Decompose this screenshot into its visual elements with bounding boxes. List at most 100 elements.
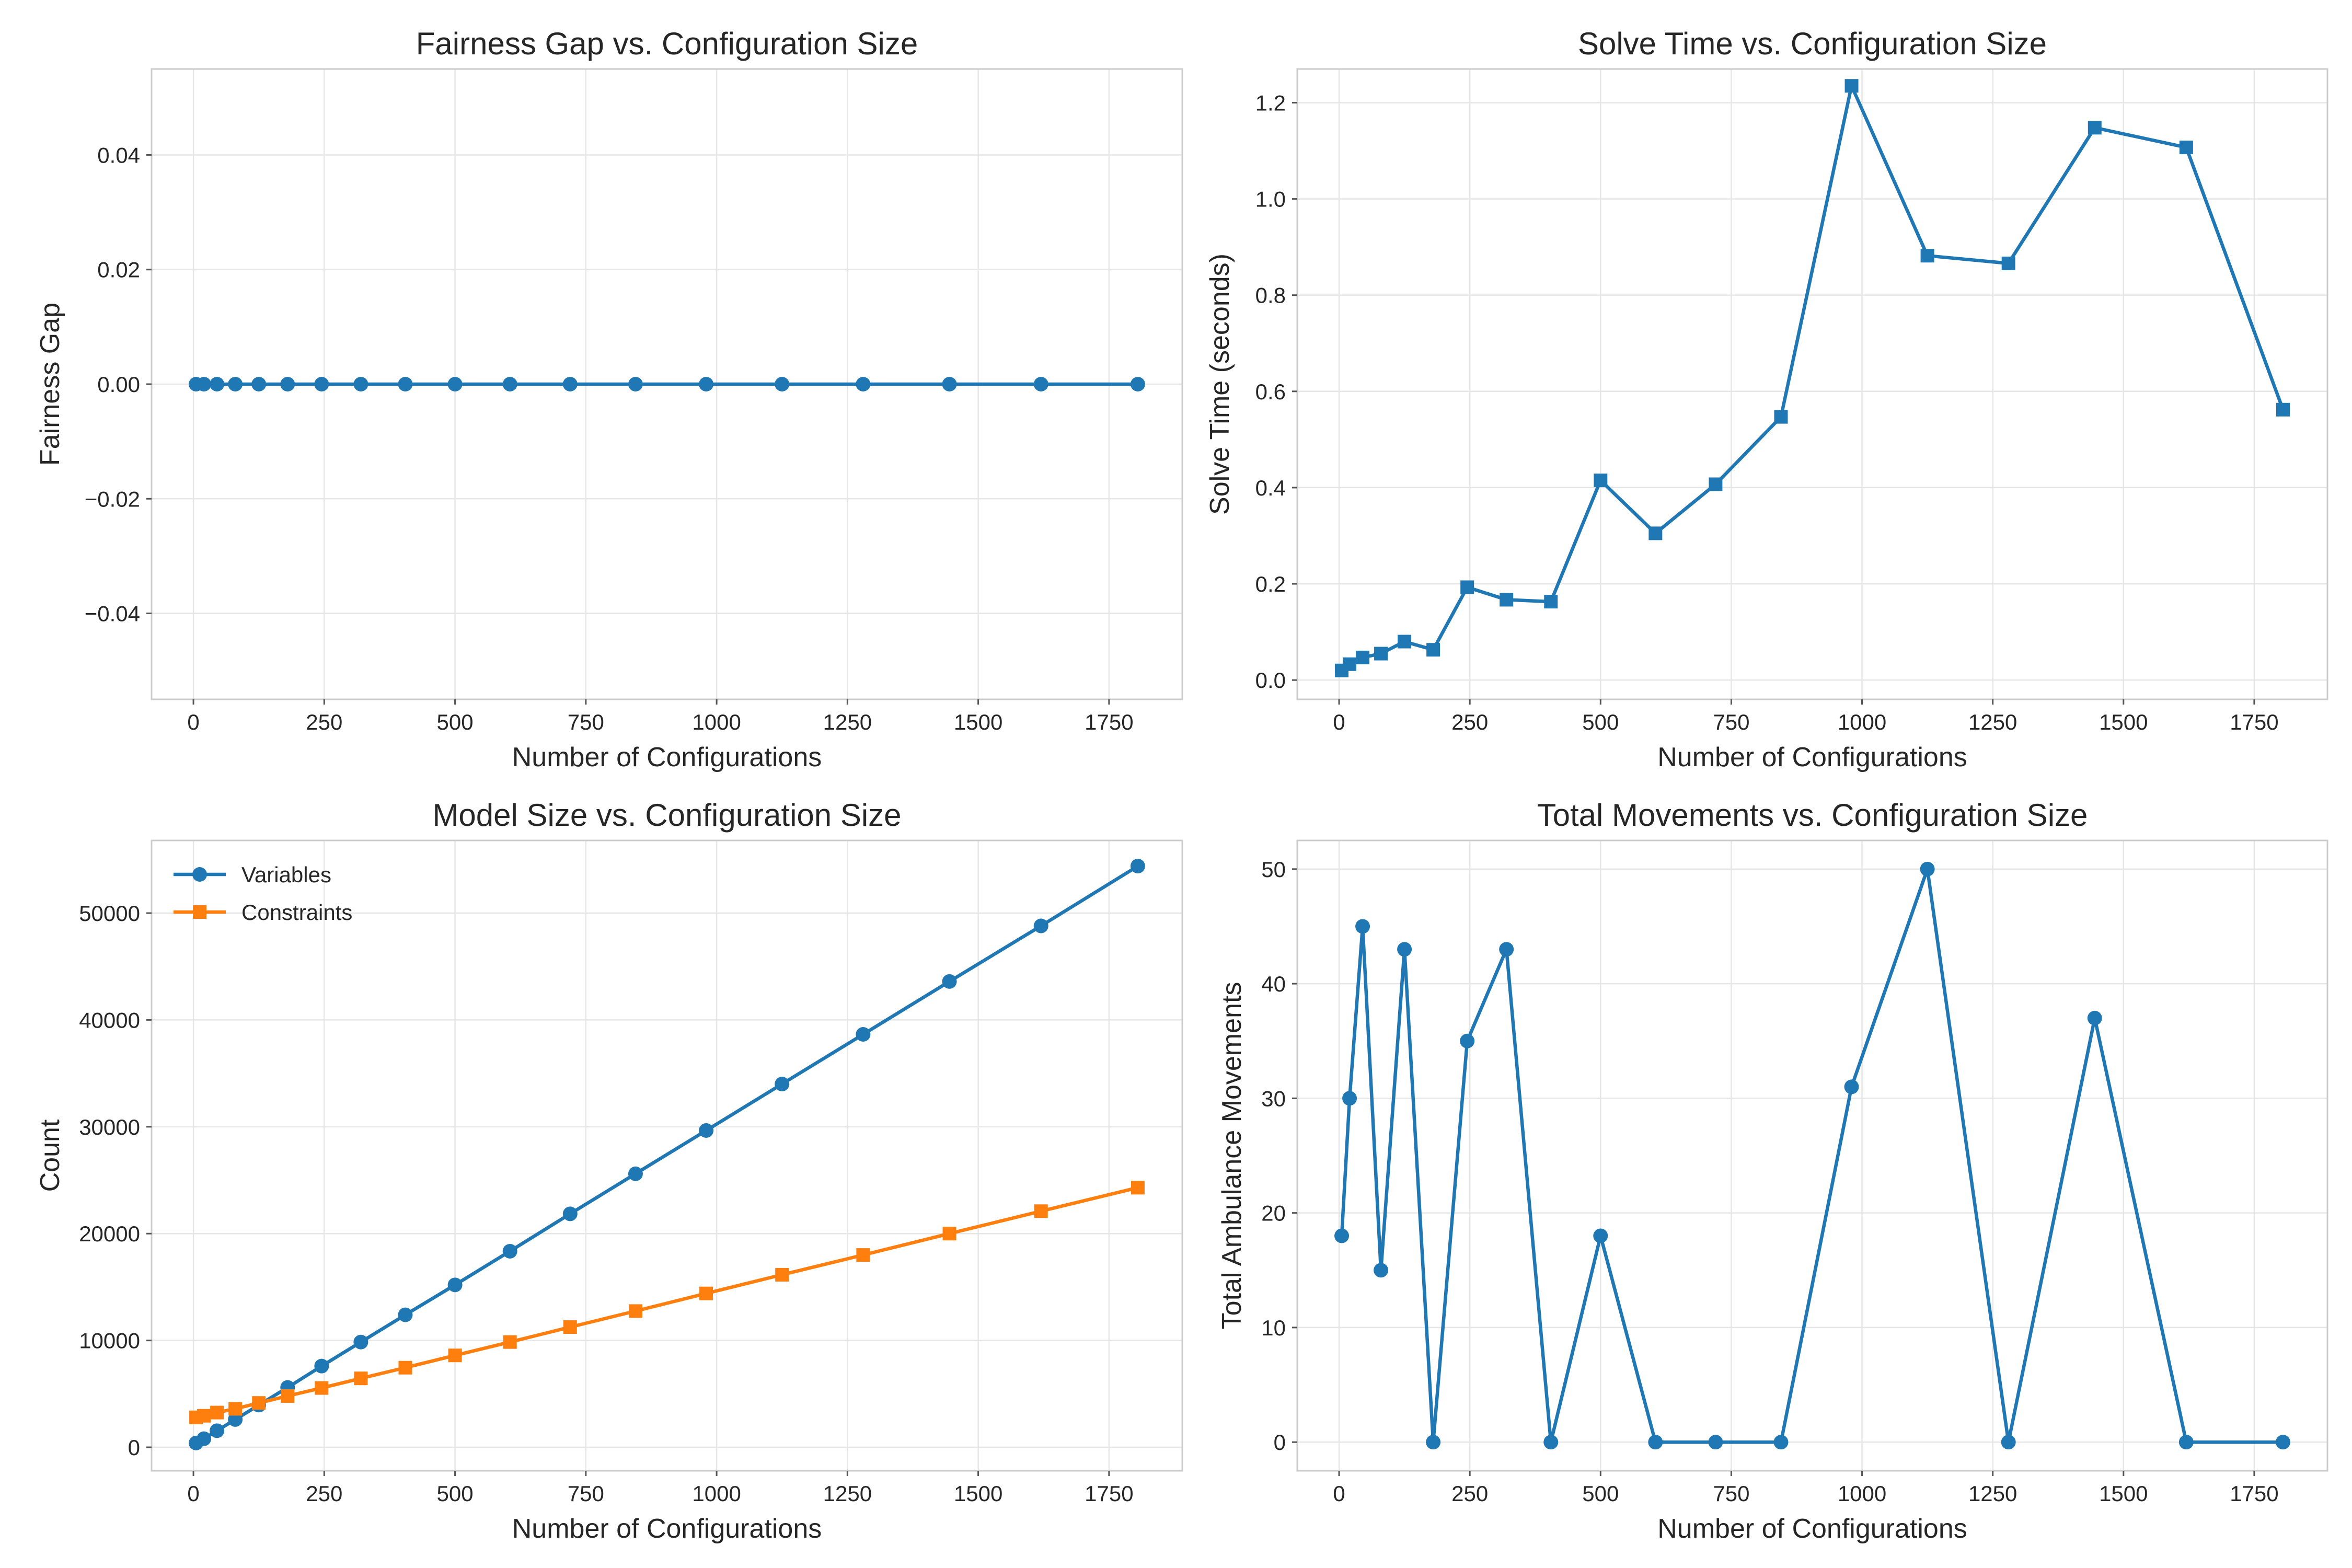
x-tick-label: 1250 bbox=[823, 1481, 872, 1506]
y-tick-label: 20 bbox=[1261, 1201, 1286, 1226]
y-tick-label: 20000 bbox=[79, 1221, 140, 1246]
x-axis-label: Number of Configurations bbox=[1657, 742, 1967, 773]
x-tick-label: 0 bbox=[1333, 710, 1345, 734]
series-constraints-point bbox=[228, 1402, 243, 1416]
y-tick-label: −0.04 bbox=[85, 602, 140, 626]
x-axis-label: Number of Configurations bbox=[1657, 1514, 1967, 1544]
y-axis-label: Fairness Gap bbox=[35, 303, 65, 466]
series-constraints-point bbox=[197, 1409, 211, 1423]
chart-solve-time: 0 250 500 750 1000 1250 1500 1750 0.0 0.2 0.4 0.6 0.… bbox=[1205, 26, 2328, 773]
chart-title: Solve Time vs. Configuration Size bbox=[1578, 26, 2047, 61]
series-constraints-point bbox=[856, 1248, 870, 1262]
y-tick-label: 50000 bbox=[79, 901, 140, 926]
series-0-point bbox=[1460, 580, 1474, 594]
series-constraints-point bbox=[210, 1405, 224, 1420]
y-tick-label: 0.8 bbox=[1255, 283, 1286, 308]
series-0-point bbox=[1398, 635, 1412, 649]
plot-frame bbox=[1296, 839, 2328, 1472]
y-tick-label: 0.00 bbox=[97, 372, 140, 397]
series-variables-point bbox=[775, 1077, 790, 1092]
y-tick-label: 1.0 bbox=[1255, 187, 1286, 212]
y-tick-label: 30000 bbox=[79, 1115, 140, 1139]
series-0-point bbox=[1342, 1091, 1357, 1106]
series-0-point bbox=[1648, 1435, 1663, 1450]
series-variables-point bbox=[502, 1243, 517, 1259]
series-constraints-point bbox=[398, 1361, 412, 1375]
series-0-point bbox=[314, 377, 329, 391]
x-tick-label: 1500 bbox=[954, 710, 1002, 734]
series-variables-point bbox=[1033, 918, 1048, 933]
series-0-point bbox=[2001, 256, 2015, 270]
x-tick-label: 1000 bbox=[1838, 710, 1886, 734]
y-axis-label: Count bbox=[35, 1119, 65, 1192]
series-0-point bbox=[1648, 526, 1663, 540]
series-0-point bbox=[1844, 1079, 1859, 1094]
series-0-point bbox=[1033, 377, 1048, 391]
series-variables-point bbox=[699, 1123, 714, 1138]
series-0-point bbox=[1334, 1228, 1350, 1243]
x-tick-label: 1000 bbox=[1838, 1481, 1886, 1506]
series-0-point bbox=[1499, 942, 1514, 957]
series-variables-point bbox=[447, 1277, 463, 1293]
series-0-point bbox=[856, 377, 871, 391]
series-variables-point bbox=[856, 1027, 871, 1042]
x-axis-label: Number of Configurations bbox=[512, 742, 822, 773]
series-variables-point bbox=[398, 1307, 413, 1322]
chart-title: Fairness Gap vs. Configuration Size bbox=[416, 26, 918, 61]
series-0-point bbox=[2087, 1010, 2102, 1025]
series-0-point bbox=[1356, 650, 1370, 664]
y-tick-label: 10000 bbox=[79, 1329, 140, 1353]
y-tick-label: 0.4 bbox=[1255, 476, 1286, 500]
series-constraints-point bbox=[699, 1286, 713, 1300]
series-0-point bbox=[2179, 141, 2193, 155]
chart-title: Model Size vs. Configuration Size bbox=[432, 798, 901, 833]
series-constraints-point bbox=[448, 1348, 462, 1363]
series-constraints-point bbox=[315, 1381, 329, 1395]
x-tick-label: 1750 bbox=[1085, 1481, 1133, 1506]
plot-frame bbox=[1296, 68, 2328, 700]
x-tick-label: 500 bbox=[1582, 1481, 1619, 1506]
legend-marker bbox=[193, 905, 206, 919]
y-tick-label: 40 bbox=[1261, 972, 1286, 996]
chart-movements: 0 250 500 750 1000 1250 1500 1750 0 10 20 30 40 50 Tot… bbox=[1217, 798, 2328, 1544]
legend-label: Variables bbox=[241, 862, 331, 887]
series-0-point bbox=[1920, 249, 1934, 263]
series-constraints-point bbox=[1034, 1204, 1048, 1218]
y-tick-label: −0.02 bbox=[85, 487, 140, 511]
x-tick-label: 1750 bbox=[2230, 710, 2278, 734]
series-variables-point bbox=[353, 1334, 368, 1350]
y-tick-label: 0.02 bbox=[97, 258, 140, 282]
chart-title: Total Movements vs. Configuration Size bbox=[1537, 798, 2088, 833]
plot-frame bbox=[151, 839, 1183, 1472]
series-constraints-point bbox=[281, 1389, 295, 1403]
series-0-point bbox=[210, 377, 225, 391]
series-0-point bbox=[1374, 647, 1388, 661]
series-0-point bbox=[2001, 1435, 2016, 1450]
series-0-point bbox=[1343, 657, 1357, 671]
chart-model-size: 0 250 500 750 1000 1250 1500 1750 0 10000 20000 300… bbox=[35, 798, 1183, 1544]
x-tick-label: 250 bbox=[1451, 710, 1488, 734]
series-0-point bbox=[251, 377, 267, 391]
x-tick-label: 750 bbox=[568, 1481, 604, 1506]
series-0-point bbox=[1460, 1033, 1475, 1048]
series-0-point bbox=[1500, 593, 1514, 607]
y-tick-label: 0.04 bbox=[97, 143, 140, 167]
y-tick-label: 10 bbox=[1261, 1316, 1286, 1340]
series-0-point bbox=[775, 377, 790, 391]
series-constraints-point bbox=[775, 1267, 789, 1282]
series-0-point bbox=[2178, 1435, 2194, 1450]
y-axis-label: Solve Time (seconds) bbox=[1205, 253, 1235, 515]
series-variables-point bbox=[942, 974, 957, 989]
series-constraints-point bbox=[1131, 1181, 1145, 1195]
series-0-point bbox=[502, 377, 517, 391]
y-tick-label: 0.0 bbox=[1255, 668, 1286, 693]
series-0-point bbox=[1844, 79, 1859, 93]
series-constraints-point bbox=[503, 1335, 517, 1349]
series-0-point bbox=[562, 377, 578, 391]
series-0-point bbox=[280, 377, 295, 391]
x-axis-label: Number of Configurations bbox=[512, 1514, 822, 1544]
y-tick-label: 30 bbox=[1261, 1086, 1286, 1111]
series-constraints-point bbox=[563, 1320, 577, 1334]
series-0-point bbox=[447, 377, 463, 391]
